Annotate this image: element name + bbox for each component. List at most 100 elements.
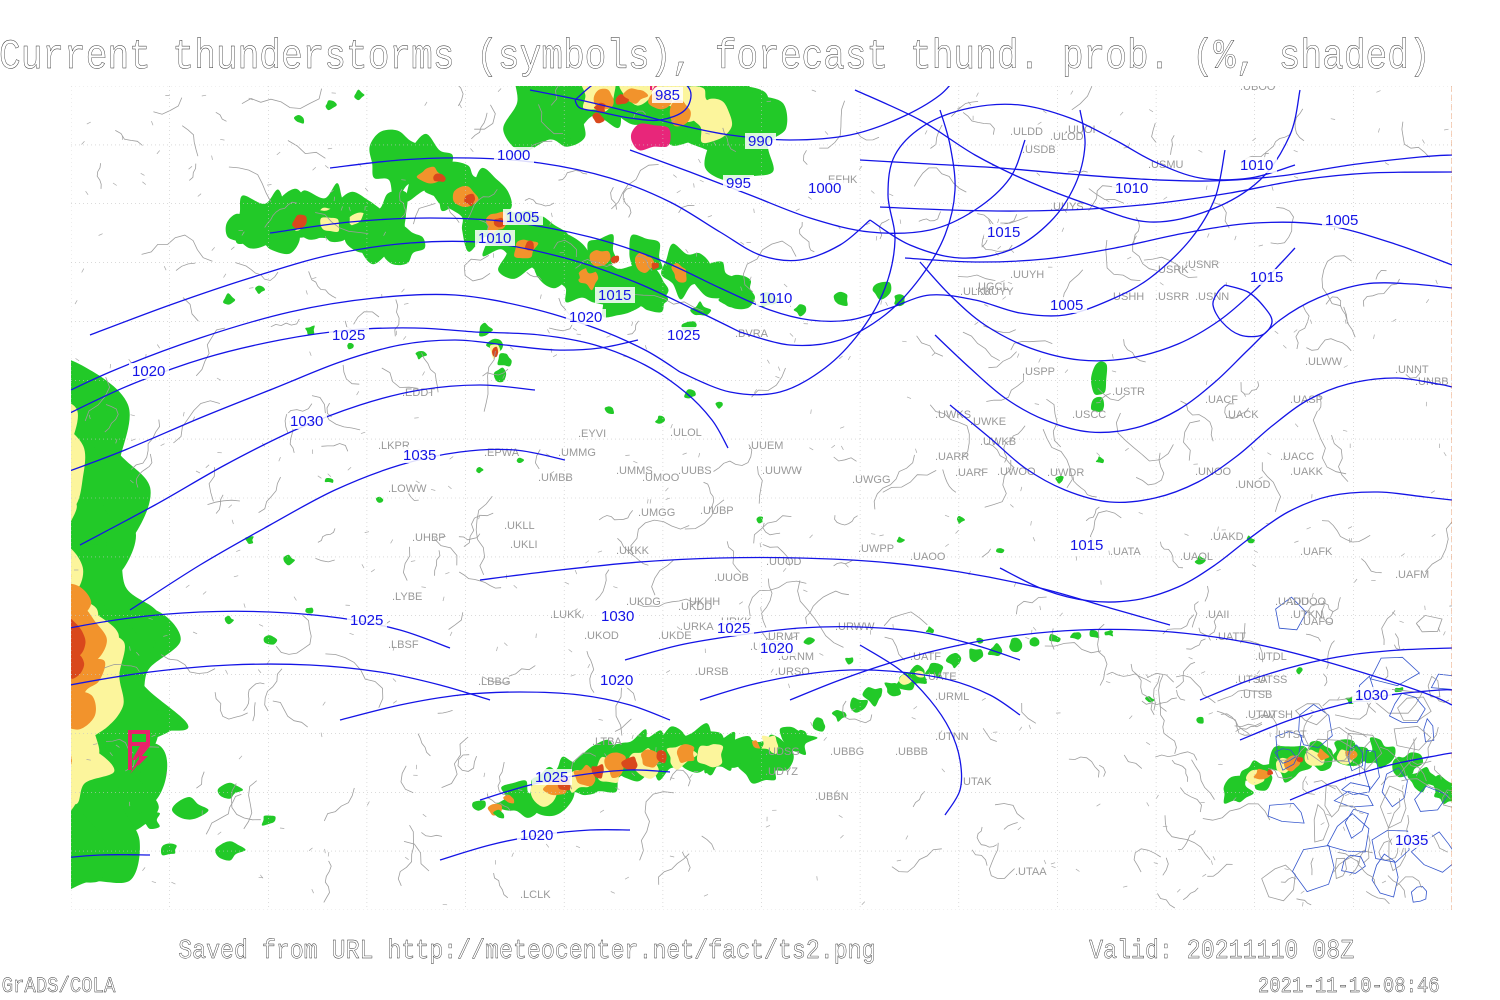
svg-text:1010: 1010 [1240, 157, 1273, 174]
svg-text:.UTDL: .UTDL [1255, 651, 1287, 663]
svg-text:.UWKS: .UWKS [935, 409, 971, 421]
svg-text:.UARF: .UARF [955, 467, 988, 479]
svg-text:.UUOO: .UUOO [1290, 596, 1327, 608]
svg-text:.UWKB: .UWKB [980, 436, 1016, 448]
svg-text:1015: 1015 [598, 287, 631, 304]
svg-text:1020: 1020 [520, 827, 553, 844]
svg-text:1030: 1030 [1355, 687, 1388, 704]
svg-text:.UTSS: .UTSS [1255, 674, 1287, 686]
svg-text:.UUYH: .UUYH [1010, 269, 1044, 281]
svg-text:.URKA: .URKA [680, 621, 714, 633]
svg-text:1005: 1005 [1050, 297, 1083, 314]
svg-text:1020: 1020 [569, 309, 602, 326]
svg-text:1005: 1005 [1325, 212, 1358, 229]
svg-text:.UHBP: .UHBP [412, 532, 446, 544]
svg-text:.UAFM: .UAFM [1395, 569, 1429, 581]
svg-text:.UAKD: .UAKD [1210, 531, 1244, 543]
svg-text:.ULWW: .ULWW [1305, 356, 1343, 368]
svg-text:.ULOL: .ULOL [670, 427, 702, 439]
svg-text:Valid: 20211110 08Z: Valid: 20211110 08Z [1089, 935, 1354, 966]
svg-text:1000: 1000 [808, 180, 841, 197]
svg-text:.UTAA: .UTAA [1015, 866, 1047, 878]
svg-text:1015: 1015 [1070, 537, 1103, 554]
svg-text:1025: 1025 [332, 327, 365, 344]
svg-text:.USPP: .USPP [1022, 366, 1055, 378]
svg-text:1030: 1030 [290, 413, 323, 430]
svg-text:.UWPP: .UWPP [858, 543, 894, 555]
svg-text:1025: 1025 [535, 769, 568, 786]
svg-text:.UUYS: .UUYS [1050, 201, 1084, 213]
svg-text:1020: 1020 [600, 672, 633, 689]
svg-text:1020: 1020 [132, 363, 165, 380]
svg-text:.UTAK: .UTAK [960, 776, 992, 788]
svg-text:1005: 1005 [506, 209, 539, 226]
svg-text:.UTST: .UTST [1275, 729, 1307, 741]
svg-text:.UUOB: .UUOB [714, 572, 749, 584]
svg-text:.UNNT: .UNNT [1395, 364, 1429, 376]
svg-text:.USDB: .USDB [1022, 144, 1056, 156]
svg-text:.UUBP: .UUBP [700, 505, 734, 517]
svg-text:.UNOO: .UNOO [1195, 466, 1232, 478]
svg-text:.LBSF: .LBSF [388, 639, 419, 651]
svg-text:1025: 1025 [717, 620, 750, 637]
svg-text:1035: 1035 [1395, 832, 1428, 849]
svg-text:.LOWW: .LOWW [388, 483, 427, 495]
svg-text:.UKLL: .UKLL [504, 520, 535, 532]
svg-text:.UKDG: .UKDG [626, 596, 661, 608]
svg-text:1010: 1010 [478, 230, 511, 247]
svg-text:.UATA: .UATA [1110, 546, 1141, 558]
svg-text:1015: 1015 [987, 224, 1020, 241]
svg-text:.UNOD: .UNOD [1235, 479, 1271, 491]
svg-text:.UDSG: .UDSG [765, 746, 800, 758]
svg-text:.UUEM: .UUEM [748, 440, 783, 452]
svg-text:.UTSH: .UTSH [1260, 709, 1293, 721]
svg-text:Current thunderstorms (symbols: Current thunderstorms (symbols), forecas… [0, 33, 1431, 81]
svg-text:.UMMG: .UMMG [558, 447, 596, 459]
svg-text:.USRR: .USRR [1155, 291, 1189, 303]
svg-text:.UKLI: .UKLI [510, 539, 538, 551]
svg-text:.USNR: .USNR [1185, 259, 1219, 271]
svg-text:1015: 1015 [1250, 269, 1283, 286]
svg-text:.UUBS: .UUBS [678, 465, 712, 477]
svg-text:GrADS/COLA: GrADS/COLA [2, 975, 116, 1000]
svg-text:.UMGG: .UMGG [638, 507, 675, 519]
svg-text:.UBBB: .UBBB [895, 746, 928, 758]
svg-text:1035: 1035 [403, 447, 436, 464]
svg-text:.UUYY: .UUYY [980, 286, 1014, 298]
svg-text:2021-11-10-08:46: 2021-11-10-08:46 [1258, 975, 1440, 1000]
svg-text:.LBBG: .LBBG [478, 676, 510, 688]
svg-text:.UWGG: .UWGG [852, 474, 891, 486]
svg-text:.UKHH: .UKHH [686, 596, 720, 608]
svg-text:.UTSB: .UTSB [1240, 689, 1272, 701]
svg-text:.UWDR: .UWDR [1047, 467, 1084, 479]
svg-text:.UAOO: .UAOO [910, 551, 946, 563]
svg-text:.ULDD: .ULDD [1010, 126, 1043, 138]
svg-text:1025: 1025 [350, 612, 383, 629]
svg-text:.USCC: .USCC [1072, 409, 1106, 421]
svg-text:.URSB: .URSB [695, 666, 729, 678]
svg-text:.UAKK: .UAKK [1290, 466, 1324, 478]
svg-text:1030: 1030 [601, 608, 634, 625]
svg-text:.UDYZ: .UDYZ [765, 766, 798, 778]
svg-text:.EYVI: .EYVI [578, 428, 606, 440]
svg-text:1020: 1020 [760, 640, 793, 657]
svg-text:.LUKK: .LUKK [550, 609, 582, 621]
svg-text:.UAFK: .UAFK [1300, 546, 1333, 558]
svg-text:1000: 1000 [497, 147, 530, 164]
svg-text:.UATE: .UATE [925, 671, 957, 683]
svg-text:.BVRA: .BVRA [735, 328, 769, 340]
svg-text:985: 985 [655, 87, 680, 104]
svg-text:.UAII: .UAII [1205, 609, 1229, 621]
svg-text:.UBBN: .UBBN [815, 791, 849, 803]
svg-text:.UBBG: .UBBG [830, 746, 864, 758]
svg-text:.URML: .URML [935, 691, 969, 703]
svg-text:.LCLK: .LCLK [520, 889, 551, 901]
svg-text:Saved from URL http://meteocen: Saved from URL http://meteocenter.net/fa… [178, 935, 875, 966]
svg-text:.UARR: .UARR [935, 451, 969, 463]
svg-text:.UACF: .UACF [1205, 394, 1238, 406]
svg-text:1010: 1010 [759, 290, 792, 307]
svg-text:.UMBB: .UMBB [538, 472, 573, 484]
svg-text:.UAOL: .UAOL [1180, 551, 1213, 563]
svg-text:.UMMS: .UMMS [616, 465, 653, 477]
svg-text:995: 995 [726, 175, 751, 192]
